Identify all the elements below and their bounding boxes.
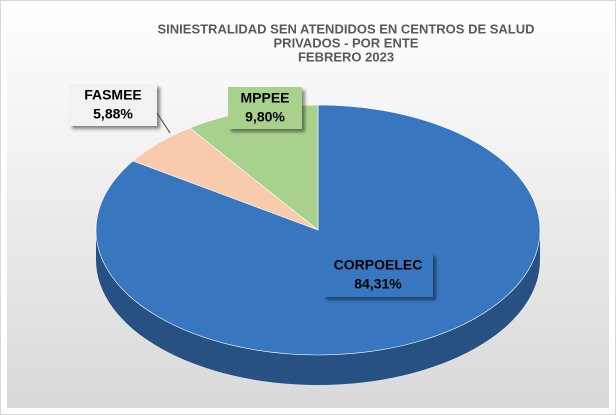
chart-title: SINIESTRALIDAD SEN ATENDIDOS EN CENTROS …	[157, 21, 534, 36]
slice-side	[96, 230, 540, 385]
data-label-value: 9,80%	[245, 109, 285, 125]
data-label-box	[228, 87, 302, 129]
data-label-name: FASMEE	[84, 87, 142, 103]
chart-title: FEBRERO 2023	[298, 49, 394, 64]
data-label-value: 5,88%	[93, 106, 133, 122]
data-label-value: 84,31%	[354, 276, 402, 292]
chart-title: PRIVADOS - POR ENTE	[274, 35, 419, 50]
data-label-box	[69, 84, 157, 126]
data-label-name: MPPEE	[240, 90, 289, 106]
data-label-name: CORPOELEC	[334, 257, 423, 273]
leader-line	[156, 112, 171, 134]
data-label-box	[323, 253, 433, 297]
